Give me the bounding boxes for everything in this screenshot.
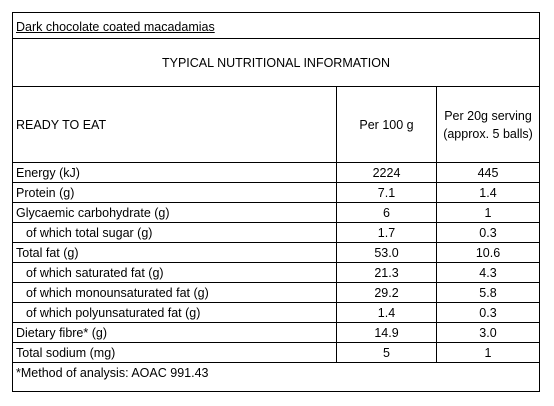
row-divider <box>12 182 540 183</box>
row-divider <box>12 38 540 39</box>
row-label-sugar: of which total sugar (g) <box>26 225 153 240</box>
row-label-sodium: Total sodium (mg) <box>16 345 116 360</box>
nutrition-table: Dark chocolate coated macadamias TYPICAL… <box>12 12 540 392</box>
table-title: Dark chocolate coated macadamias <box>16 20 215 34</box>
value-serving-saturated-fat: 4.3 <box>479 265 497 280</box>
row-divider <box>12 222 540 223</box>
value-per100-energy: 2224 <box>372 165 401 180</box>
row-label-energy: Energy (kJ) <box>16 165 80 180</box>
row-label-polyunsaturated-fat: of which polyunsaturated fat (g) <box>26 305 201 320</box>
column-divider <box>336 86 337 362</box>
row-label-monounsaturated-fat: of which monounsaturated fat (g) <box>26 285 209 300</box>
row-divider <box>12 342 540 343</box>
value-serving-monounsaturated-fat: 5.8 <box>479 285 497 300</box>
row-divider <box>12 86 540 87</box>
value-per100-carbohydrate: 6 <box>383 205 390 220</box>
value-serving-carbohydrate: 1 <box>484 205 492 220</box>
value-per100-protein: 7.1 <box>377 185 396 200</box>
column-divider <box>436 86 437 362</box>
value-serving-sodium: 1 <box>484 345 492 360</box>
row-divider <box>12 302 540 303</box>
table-subtitle: TYPICAL NUTRITIONAL INFORMATION <box>161 55 391 70</box>
value-per100-monounsaturated-fat: 29.2 <box>374 285 399 300</box>
row-label-dietary-fibre: Dietary fibre* (g) <box>16 325 107 340</box>
header-label: READY TO EAT <box>16 117 107 132</box>
row-divider <box>12 362 540 363</box>
header-per-serving-line2: (approx. 5 balls) <box>443 126 533 141</box>
row-label-carbohydrate: Glycaemic carbohydrate (g) <box>16 205 170 220</box>
header-per-serving: Per 20g serving (approx. 5 balls) <box>437 87 539 162</box>
row-label-total-fat: Total fat (g) <box>16 245 79 260</box>
value-serving-sugar: 0.3 <box>479 225 497 240</box>
row-divider <box>12 282 540 283</box>
value-per100-dietary-fibre: 14.9 <box>374 325 399 340</box>
value-serving-energy: 445 <box>477 165 499 180</box>
row-divider <box>12 262 540 263</box>
value-serving-protein: 1.4 <box>479 185 497 200</box>
row-label-protein: Protein (g) <box>16 185 75 200</box>
value-serving-total-fat: 10.6 <box>475 245 501 260</box>
row-divider <box>12 202 540 203</box>
header-per-100g: Per 100 g <box>359 117 414 132</box>
value-per100-sugar: 1.7 <box>377 225 396 240</box>
value-per100-sodium: 5 <box>383 345 390 360</box>
value-per100-saturated-fat: 21.3 <box>374 265 399 280</box>
row-label-saturated-fat: of which saturated fat (g) <box>26 265 164 280</box>
header-per-serving-line1: Per 20g serving <box>444 108 532 123</box>
row-divider <box>12 322 540 323</box>
table-border-bottom <box>12 391 540 392</box>
row-divider <box>12 162 540 163</box>
footnote: *Method of analysis: AOAC 991.43 <box>16 365 209 380</box>
value-serving-polyunsaturated-fat: 0.3 <box>479 305 497 320</box>
value-per100-polyunsaturated-fat: 1.4 <box>377 305 396 320</box>
value-serving-dietary-fibre: 3.0 <box>479 325 497 340</box>
row-divider <box>12 242 540 243</box>
table-border-top <box>12 12 540 13</box>
value-per100-total-fat: 53.0 <box>374 245 399 260</box>
